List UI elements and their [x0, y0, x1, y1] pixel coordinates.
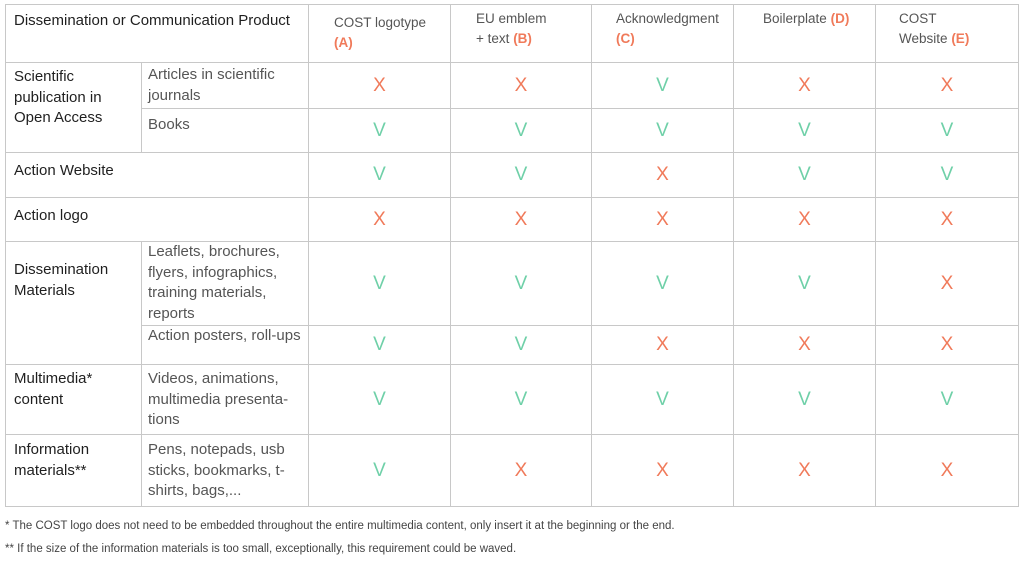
cross-mark-icon: X — [733, 325, 877, 365]
subcategory-cell: Articles in scientific journals — [140, 62, 310, 109]
check-mark-icon: V — [733, 152, 877, 198]
check-mark-icon: V — [450, 325, 593, 365]
column-header-b: EU emblem + text (B) — [450, 4, 593, 63]
cross-mark-icon: X — [591, 434, 735, 507]
column-header-a: COST logotype (A) — [308, 4, 452, 63]
cross-mark-icon: X — [875, 434, 1020, 507]
product-header: Dissemination or Communication Product — [4, 4, 310, 63]
footnote-2: ** If the size of the information materi… — [5, 543, 517, 555]
table-row: Scientific publication in Open Access Ar… — [5, 62, 1020, 153]
category-cell: Scientific publication in Open Access — [5, 62, 142, 153]
column-header-e: COST Website (E) — [875, 4, 1020, 63]
cross-mark-icon: X — [591, 197, 735, 242]
check-mark-icon: V — [308, 364, 452, 435]
cross-mark-icon: X — [450, 197, 593, 242]
cross-mark-icon: X — [591, 152, 735, 198]
cross-mark-icon: X — [875, 62, 1020, 109]
letter-a: (A) — [334, 35, 353, 50]
check-mark-icon: V — [733, 241, 877, 326]
footnote-1: * The COST logo does not need to be embe… — [5, 520, 675, 532]
cross-mark-icon: X — [875, 241, 1020, 326]
cross-mark-icon: X — [733, 197, 877, 242]
letter-e: (E) — [951, 31, 970, 46]
check-mark-icon: V — [875, 108, 1020, 153]
table-row: Books V V V V V — [6, 108, 1020, 153]
category-cell: Action Website — [4, 152, 310, 198]
table-row: Information materials** Pens, notepads, … — [5, 434, 1020, 507]
table-row: Action logo X X X X X — [4, 197, 1020, 242]
check-mark-icon: V — [308, 434, 452, 507]
subcategory-cell: Videos, animations, multimedia presenta-… — [140, 364, 310, 435]
check-mark-icon: V — [733, 364, 877, 435]
check-mark-icon: V — [875, 152, 1020, 198]
check-mark-icon: V — [308, 152, 452, 198]
cross-mark-icon: X — [450, 434, 593, 507]
cross-mark-icon: X — [875, 325, 1020, 365]
check-mark-icon: V — [450, 364, 593, 435]
check-mark-icon: V — [308, 241, 452, 326]
letter-b: (B) — [513, 31, 532, 46]
table-row: Dissemination Materials Leaflets, brochu… — [5, 241, 1020, 365]
cross-mark-icon: X — [733, 434, 877, 507]
subcategory-cell: Leaflets, brochures, flyers, infographic… — [140, 241, 310, 326]
category-cell: Dissemination Materials — [5, 241, 142, 365]
check-mark-icon: V — [450, 108, 593, 153]
table-row: Multimedia* content Videos, animations, … — [5, 364, 1020, 435]
check-mark-icon: V — [875, 364, 1020, 435]
cross-mark-icon: X — [875, 197, 1020, 242]
column-header-c: Acknowledgment (C) — [591, 4, 735, 63]
cross-mark-icon: X — [308, 197, 452, 242]
header-row: Dissemination or Communication Product C… — [4, 4, 1020, 63]
cross-mark-icon: X — [450, 62, 593, 109]
cross-mark-icon: X — [591, 325, 735, 365]
letter-c: (C) — [616, 31, 635, 46]
letter-d: (D) — [830, 11, 850, 26]
check-mark-icon: V — [308, 325, 452, 365]
category-cell: Action logo — [4, 197, 310, 242]
subcategory-cell: Action posters, roll-ups — [140, 325, 310, 365]
cross-mark-icon: X — [733, 62, 877, 109]
check-mark-icon: V — [308, 108, 452, 153]
subcategory-cell: Books — [140, 108, 310, 153]
table-row: Action Website V V X V V — [4, 152, 1020, 198]
cross-mark-icon: X — [308, 62, 452, 109]
category-cell: Multimedia* content — [5, 364, 142, 435]
check-mark-icon: V — [450, 241, 593, 326]
check-mark-icon: V — [591, 62, 735, 109]
requirements-matrix: Dissemination or Communication Product C… — [4, 4, 1020, 507]
check-mark-icon: V — [733, 108, 877, 153]
table-row: Action posters, roll-ups V V X X X — [6, 325, 1020, 365]
category-cell: Information materials** — [5, 434, 142, 507]
subcategory-cell: Pens, notepads, usb sticks, bookmarks, t… — [140, 434, 310, 507]
check-mark-icon: V — [591, 364, 735, 435]
column-header-d: Boilerplate (D) — [733, 4, 877, 63]
check-mark-icon: V — [591, 108, 735, 153]
check-mark-icon: V — [450, 152, 593, 198]
check-mark-icon: V — [591, 241, 735, 326]
